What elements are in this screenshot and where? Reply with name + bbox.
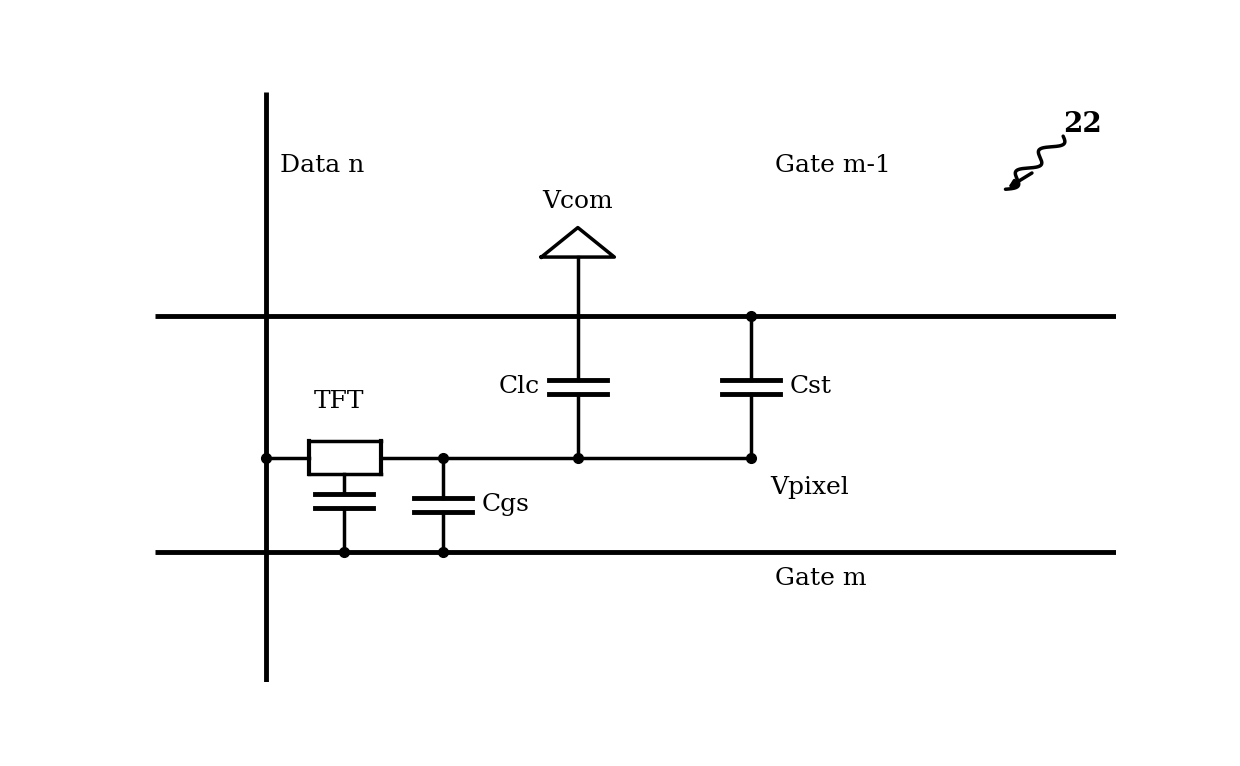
Text: Gate m-1: Gate m-1 — [775, 154, 890, 177]
Text: 22: 22 — [1063, 111, 1101, 138]
Text: Data n: Data n — [280, 154, 365, 177]
Text: Gate m: Gate m — [775, 567, 867, 590]
Text: TFT: TFT — [314, 390, 365, 413]
Text: Vpixel: Vpixel — [770, 476, 849, 499]
Text: Cst: Cst — [789, 375, 831, 398]
Text: Vcom: Vcom — [543, 190, 613, 213]
Text: Clc: Clc — [498, 375, 539, 398]
Text: Cgs: Cgs — [481, 493, 529, 516]
